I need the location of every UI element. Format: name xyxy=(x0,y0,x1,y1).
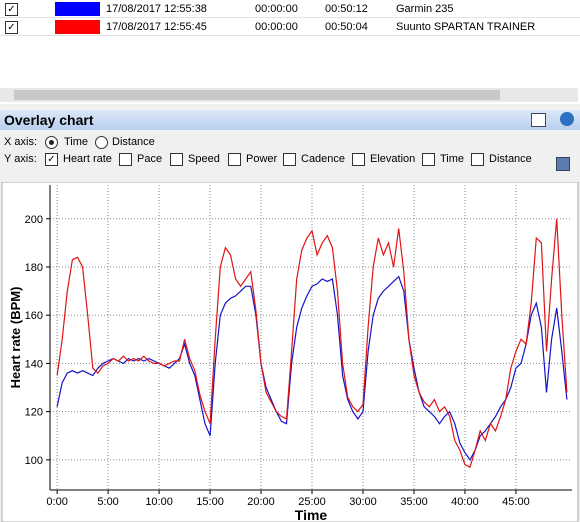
collapse-icon[interactable] xyxy=(560,112,574,126)
y-checkbox[interactable] xyxy=(170,153,183,166)
y-axis-option-label: Y axis: xyxy=(4,153,37,165)
series-line xyxy=(56,218,568,468)
y-checkbox[interactable] xyxy=(471,153,484,166)
row-offset: 00:00:00 xyxy=(255,3,298,15)
row-color xyxy=(55,2,100,16)
y-tick-label: 160 xyxy=(25,310,43,322)
y-checkbox[interactable] xyxy=(422,153,435,166)
y-option: Power xyxy=(246,153,278,165)
x-tick-label: 30:00 xyxy=(349,496,377,508)
row-duration: 00:50:12 xyxy=(325,3,368,15)
y-tick-label: 140 xyxy=(25,358,43,370)
row-offset: 00:00:00 xyxy=(255,21,298,33)
y-tick-label: 200 xyxy=(25,214,43,226)
row-name: Garmin 235 xyxy=(396,3,454,15)
x-option: Time xyxy=(64,136,89,148)
y-axis-title: Heart rate (BPM) xyxy=(8,287,23,389)
x-tick-label: 35:00 xyxy=(400,496,428,508)
y-checkbox[interactable] xyxy=(119,153,132,166)
x-radio[interactable] xyxy=(45,136,58,149)
y-option: Distance xyxy=(489,153,532,165)
row-checkbox[interactable]: ✓ xyxy=(5,21,18,34)
x-tick-label: 10:00 xyxy=(145,496,173,508)
panel-header xyxy=(0,110,580,130)
chart-background xyxy=(1,182,579,522)
layout-icon[interactable] xyxy=(531,113,546,127)
y-option: Elevation xyxy=(370,153,416,165)
row-start: 17/08/2017 12:55:38 xyxy=(106,3,207,15)
x-radio[interactable] xyxy=(95,136,108,149)
y-tick-label: 100 xyxy=(25,455,43,467)
y-option: Cadence xyxy=(301,153,346,165)
y-checkbox[interactable] xyxy=(352,153,365,166)
x-axis-option-label: X axis: xyxy=(4,136,38,148)
row-name: Suunto SPARTAN TRAINER xyxy=(396,21,536,33)
x-axis-title: Time xyxy=(295,507,328,522)
row-start: 17/08/2017 12:55:45 xyxy=(106,21,207,33)
row-duration: 00:50:04 xyxy=(325,21,368,33)
x-tick-label: 25:00 xyxy=(298,496,326,508)
y-tick-label: 120 xyxy=(25,407,43,419)
y-checkbox[interactable] xyxy=(228,153,241,166)
x-tick-label: 40:00 xyxy=(451,496,479,508)
x-tick-label: 0:00 xyxy=(46,496,67,508)
x-tick-label: 45:00 xyxy=(502,496,530,508)
x-tick-label: 20:00 xyxy=(247,496,275,508)
x-option: Distance xyxy=(112,136,155,148)
y-option: Pace xyxy=(137,153,163,165)
x-tick-label: 5:00 xyxy=(97,496,118,508)
y-option: Heart rate xyxy=(63,153,112,165)
row-line xyxy=(0,17,580,18)
x-tick-label: 15:00 xyxy=(196,496,224,508)
row-checkbox[interactable]: ✓ xyxy=(5,3,18,16)
scroll-thumb[interactable] xyxy=(14,90,500,100)
y-checkbox[interactable]: ✓ xyxy=(45,153,58,166)
y-option: Speed xyxy=(188,153,220,165)
y-tick-label: 180 xyxy=(25,262,43,274)
row-color xyxy=(55,20,100,34)
panel-title: Overlay chart xyxy=(4,112,94,128)
y-option: Time xyxy=(440,153,465,165)
row-line xyxy=(0,35,580,36)
y-checkbox[interactable] xyxy=(283,153,296,166)
save-icon[interactable] xyxy=(556,157,570,171)
chart: 100 120 140 160 180 200 0:00 5:00 10:00 15:00 20:0… xyxy=(1,182,579,522)
